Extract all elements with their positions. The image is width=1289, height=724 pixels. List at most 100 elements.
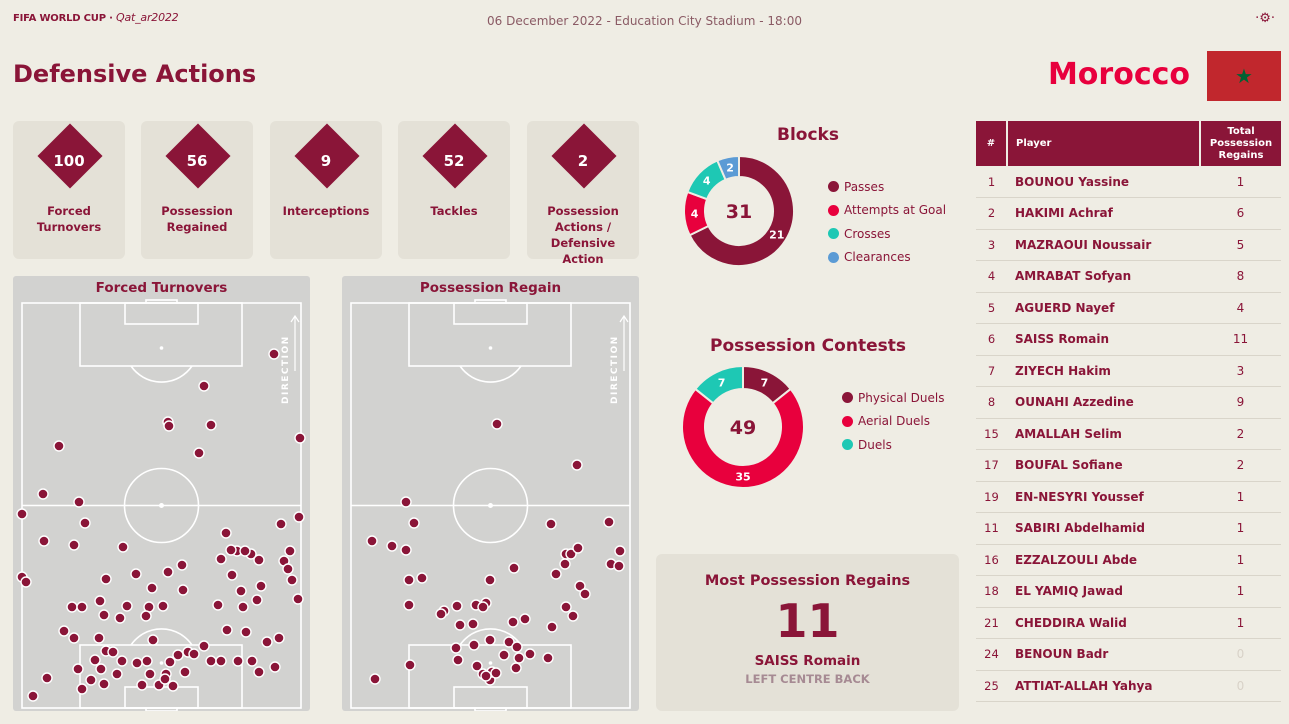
penalty-spot-top [159, 346, 164, 350]
action-dot [177, 584, 189, 596]
action-dot [144, 668, 156, 680]
direction-label: DIRECTION [281, 335, 291, 404]
table-row[interactable]: 6 SAISS Romain 11 [976, 323, 1281, 356]
segment-label: 35 [735, 471, 750, 484]
action-dot [136, 679, 148, 691]
table-row[interactable]: 19 EN-NESYRI Youssef 1 [976, 481, 1281, 513]
action-dot [41, 672, 53, 684]
table-row[interactable]: 7 ZIYECH Hakim 3 [976, 355, 1281, 387]
action-dot [480, 670, 492, 682]
action-dot [579, 588, 591, 600]
row-player: BENOUN Badr [1007, 638, 1200, 671]
goal-area-top [453, 302, 528, 325]
table-row[interactable]: 25 ATTIAT-ALLAH Yahya 0 [976, 670, 1281, 702]
table-row[interactable]: 1 BOUNOU Yassine 1 [976, 166, 1281, 198]
pitch-svg: DIRECTION [350, 299, 631, 711]
legend-dot-icon [842, 439, 853, 451]
action-dot [400, 544, 412, 556]
table-row[interactable]: 24 BENOUN Badr 0 [976, 638, 1281, 671]
action-dot [546, 621, 558, 633]
action-dot [68, 539, 80, 551]
action-dot [159, 673, 171, 685]
row-player: CHEDDIRA Walid [1007, 607, 1200, 639]
most-regains-position: LEFT CENTRE BACK [745, 672, 870, 686]
contests-legend: Physical Duels Aerial Duels Duels [842, 386, 944, 457]
action-dot [567, 610, 579, 622]
goal-bottom [474, 707, 507, 711]
row-total: 0 [1200, 638, 1281, 671]
most-regains-value: 11 [775, 594, 840, 648]
legend-label: Clearances [844, 250, 911, 265]
action-dot [215, 655, 227, 667]
action-dot [268, 348, 280, 360]
table-row[interactable]: 18 EL YAMIQ Jawad 1 [976, 575, 1281, 608]
action-dot [614, 545, 626, 557]
morocco-flag-icon: ★ [1207, 51, 1281, 101]
action-dot [435, 608, 447, 620]
row-player: EL YAMIQ Jawad [1007, 575, 1200, 608]
action-dot [141, 655, 153, 667]
action-dot [117, 541, 129, 553]
row-num: 16 [976, 544, 1007, 576]
action-dot [404, 659, 416, 671]
donut-segment [715, 155, 740, 182]
action-dot [37, 488, 49, 500]
table-row[interactable]: 11 SABIRI Abdelhamid 1 [976, 512, 1281, 545]
legend-dot-icon [842, 415, 853, 427]
action-dot [246, 655, 258, 667]
pitch-svg: DIRECTION [16, 299, 306, 711]
table-row[interactable]: 16 EZZALZOULI Abde 1 [976, 544, 1281, 576]
penalty-arc-top [459, 365, 522, 383]
row-num: 21 [976, 607, 1007, 639]
action-dot [225, 544, 237, 556]
table-row[interactable]: 3 MAZRAOUI Noussair 5 [976, 229, 1281, 261]
stat-label: Tackles [430, 204, 478, 218]
table-row[interactable]: 8 OUNAHI Azzedine 9 [976, 386, 1281, 419]
header-total[interactable]: Total Possession Regains [1200, 121, 1281, 166]
action-dot [94, 595, 106, 607]
header-player[interactable]: Player [1007, 121, 1201, 166]
action-dot [450, 642, 462, 654]
row-total: 4 [1200, 292, 1281, 324]
row-player: ATTIAT-ALLAH Yahya [1007, 670, 1200, 702]
row-num: 6 [976, 323, 1007, 356]
legend-dot-icon [828, 204, 839, 216]
action-dot [572, 542, 584, 554]
goal-area-bottom [453, 686, 528, 709]
action-dot [193, 447, 205, 459]
goal-top [145, 299, 178, 304]
table-row[interactable]: 21 CHEDDIRA Walid 1 [976, 607, 1281, 639]
action-dot [85, 674, 97, 686]
settings-icon[interactable]: ·⚙· [1255, 11, 1275, 26]
table-row[interactable]: 2 HAKIMI Achraf 6 [976, 197, 1281, 230]
action-dot [221, 624, 233, 636]
legend-item: Aerial Duels [842, 410, 944, 434]
pitch-title: Possession Regain [419, 280, 562, 296]
action-dot [511, 641, 523, 653]
header-num[interactable]: # [976, 121, 1008, 166]
action-dot [255, 580, 267, 592]
legend-label: Physical Duels [858, 390, 945, 405]
row-total: 1 [1200, 607, 1281, 639]
action-dot [172, 649, 184, 661]
action-dot [100, 573, 112, 585]
action-dot [603, 516, 615, 528]
row-num: 2 [976, 197, 1007, 230]
table-row[interactable]: 4 AMRABAT Sofyan 8 [976, 260, 1281, 293]
action-dot [116, 655, 128, 667]
row-num: 17 [976, 449, 1007, 482]
table-row[interactable]: 5 AGUERD Nayef 4 [976, 292, 1281, 324]
action-dot [253, 666, 265, 678]
action-dot [574, 580, 586, 592]
action-dot [507, 616, 519, 628]
logo-text: FIFA WORLD CUP [13, 13, 106, 24]
action-dot [403, 574, 415, 586]
action-dot [162, 566, 174, 578]
table-row[interactable]: 15 AMALLAH Selim 2 [976, 418, 1281, 450]
row-total: 1 [1200, 544, 1281, 576]
action-dot [451, 600, 463, 612]
centre-circle [452, 467, 529, 544]
row-player: ZIYECH Hakim [1007, 355, 1200, 387]
row-total: 1 [1200, 575, 1281, 608]
table-row[interactable]: 17 BOUFAL Sofiane 2 [976, 449, 1281, 482]
